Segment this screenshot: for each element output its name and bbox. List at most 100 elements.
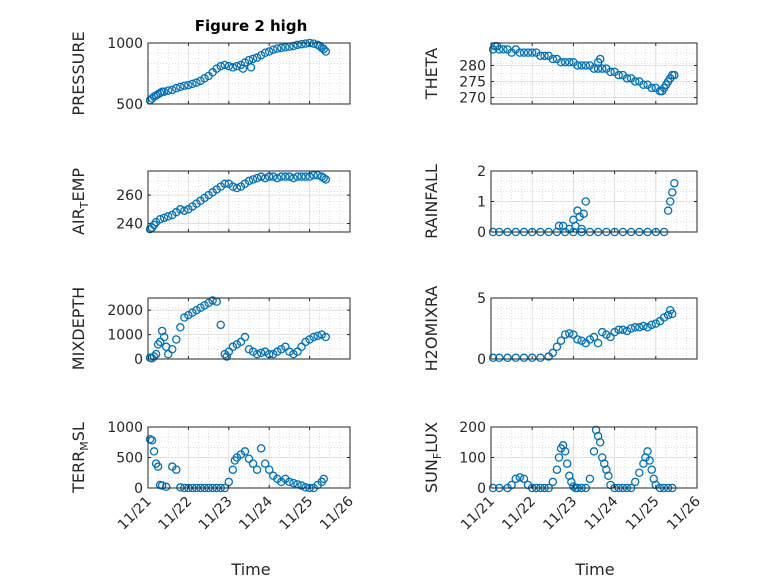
data-point — [176, 323, 185, 332]
data-point — [145, 434, 155, 444]
y-tick-label: 270 — [459, 91, 486, 107]
y-axis-label: TERRMSL — [69, 422, 91, 494]
data-point — [670, 178, 679, 188]
data-point — [635, 468, 644, 477]
data-point — [635, 323, 644, 332]
y-axis-label: SUNFLUX — [422, 422, 444, 493]
data-point — [149, 352, 159, 361]
data-point — [285, 172, 294, 181]
y-axis-label: MIXDEPTH — [69, 287, 88, 370]
data-point — [560, 330, 570, 339]
subplot-terr: 0 500 1000 11/21 11/22 11/23 11/24 11/25 11/26 TE… — [69, 420, 357, 533]
data-point — [527, 353, 537, 363]
data-point — [589, 332, 599, 342]
data-point — [228, 465, 238, 474]
data-point — [184, 80, 193, 90]
subplot-rainfall: 0 1 2 RAINFALL — [422, 164, 698, 241]
x-axis-label-right: Time — [574, 560, 614, 579]
data-point — [567, 477, 576, 487]
data-point — [503, 353, 512, 363]
data-point — [488, 353, 498, 363]
data-point — [172, 335, 181, 344]
data-point — [220, 179, 230, 189]
data-point — [309, 171, 318, 180]
data-point — [597, 64, 607, 73]
y-tick-label: 500 — [116, 451, 143, 467]
data-point — [268, 45, 278, 54]
data-point — [220, 60, 230, 70]
x-tick-label: 11/23 — [196, 494, 236, 534]
data-point — [499, 45, 508, 54]
data-point — [663, 310, 673, 320]
y-tick-label: 240 — [116, 216, 143, 232]
axes-box — [147, 297, 351, 360]
data-point — [552, 465, 562, 474]
data-point — [548, 54, 558, 64]
data-point — [536, 353, 545, 363]
data-point — [647, 83, 656, 93]
data-point — [277, 43, 286, 53]
data-point — [651, 319, 661, 328]
data-point — [639, 80, 648, 89]
data-point — [589, 447, 599, 456]
subplot-sun: 0 100 200 11/21 11/22 11/23 11/24 11/25 11/26 SUN… — [422, 420, 704, 533]
y-tick-label: 200 — [459, 420, 486, 436]
data-point — [319, 44, 328, 54]
data-point — [285, 477, 294, 487]
data-point — [281, 172, 290, 181]
data-point — [523, 48, 533, 57]
data-point — [309, 332, 318, 342]
data-point — [548, 477, 558, 487]
data-point — [577, 61, 586, 70]
data-point — [153, 340, 163, 349]
data-point — [240, 332, 250, 342]
data-point — [554, 453, 564, 462]
data-point — [618, 325, 628, 334]
data-point — [161, 482, 171, 492]
data-point — [560, 58, 570, 67]
data-point — [560, 447, 570, 456]
y-tick-label: 275 — [459, 75, 486, 91]
data-point — [606, 67, 615, 77]
data-point — [602, 330, 611, 339]
data-point — [224, 61, 234, 71]
y-tick-label: 2 — [477, 164, 486, 180]
data-point — [569, 330, 578, 339]
data-point — [228, 63, 238, 72]
data-point — [155, 214, 165, 224]
data-point — [565, 58, 574, 67]
data-point — [246, 63, 256, 72]
data-point — [630, 477, 640, 487]
data-point — [562, 459, 572, 468]
data-point — [573, 61, 582, 70]
y-tick-label: 5 — [477, 291, 486, 307]
data-point — [260, 173, 270, 183]
data-point — [153, 462, 163, 471]
y-axis-label: H2OMIXRA — [422, 286, 441, 372]
data-point — [519, 474, 529, 484]
data-point — [589, 64, 599, 73]
y-tick-label: 500 — [116, 97, 143, 113]
data-point — [606, 332, 615, 342]
data-point — [268, 172, 278, 181]
y-tick-label: 1000 — [107, 328, 143, 344]
x-axis-label-left: Time — [230, 560, 270, 579]
data-point — [232, 183, 242, 193]
data-point — [252, 173, 262, 183]
data-point — [313, 331, 322, 341]
data-point — [548, 348, 558, 358]
subplot-pressure: 500 1000 PRESSURE — [69, 31, 351, 116]
data-point — [630, 323, 640, 332]
data-point — [238, 64, 248, 73]
data-point — [659, 313, 669, 322]
y-tick-label: 0 — [134, 352, 143, 368]
data-point — [536, 51, 545, 61]
y-tick-label: 0 — [477, 352, 486, 368]
x-tick-label: 11/25 — [277, 494, 317, 534]
data-point — [519, 353, 529, 363]
x-tick-label: 11/26 — [317, 493, 357, 533]
data-point — [556, 336, 566, 345]
data-point — [176, 82, 185, 92]
data-point — [252, 465, 262, 474]
